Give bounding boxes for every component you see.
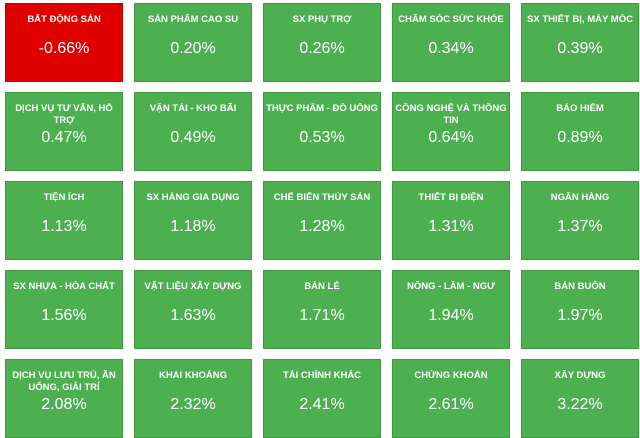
sector-change: 0.64% <box>428 129 474 146</box>
sector-change: 1.94% <box>428 307 474 324</box>
sector-name: VẬN TẢI - KHO BÃI <box>149 103 237 114</box>
sector-tile[interactable]: KHAI KHOÁNG 2.32% <box>134 359 252 438</box>
sector-tile[interactable]: THIẾT BỊ ĐIỆN 1.31% <box>392 181 510 260</box>
sector-change: 0.49% <box>170 129 216 146</box>
sector-tile[interactable]: CHỨNG KHOÁN 2.61% <box>392 359 510 438</box>
sector-name: CÔNG NGHỆ VÀ THÔNG TIN <box>395 103 507 126</box>
sector-tile[interactable]: CHĂM SÓC SỨC KHỎE 0.34% <box>392 3 510 82</box>
sector-change: 1.71% <box>299 307 345 324</box>
sector-change: 1.18% <box>170 218 216 235</box>
sector-change: 0.47% <box>41 129 87 146</box>
sector-change: 0.26% <box>299 40 345 57</box>
sector-change: 1.37% <box>557 218 603 235</box>
sector-change: 0.39% <box>557 40 603 57</box>
sector-change: 2.32% <box>170 396 216 413</box>
sector-name: BẤT ĐỘNG SẢN <box>27 14 101 25</box>
sector-tile[interactable]: CHẾ BIẾN THỦY SẢN 1.28% <box>263 181 381 260</box>
sector-tile[interactable]: SX HÀNG GIA DỤNG 1.18% <box>134 181 252 260</box>
sector-tile[interactable]: DỊCH VỤ TƯ VẤN, HỖ TRỢ 0.47% <box>5 92 123 171</box>
sector-tile[interactable]: TÀI CHÍNH KHÁC 2.41% <box>263 359 381 438</box>
sector-tile[interactable]: BÁN LẺ 1.71% <box>263 270 381 349</box>
sector-tile[interactable]: CÔNG NGHỆ VÀ THÔNG TIN 0.64% <box>392 92 510 171</box>
sector-change: 0.34% <box>428 40 474 57</box>
sector-change: 1.63% <box>170 307 216 324</box>
sector-name: SX THIẾT BỊ, MÁY MÓC <box>527 14 633 25</box>
sector-name: DỊCH VỤ TƯ VẤN, HỖ TRỢ <box>15 103 113 126</box>
sector-name: SX PHỤ TRỢ <box>292 14 352 25</box>
sector-change: 1.56% <box>41 307 87 324</box>
sector-tile[interactable]: TIỆN ÍCH 1.13% <box>5 181 123 260</box>
sector-name: THỰC PHẨM - ĐỒ UỐNG <box>266 103 378 114</box>
sector-change: 1.28% <box>299 218 345 235</box>
sector-tile[interactable]: SX PHỤ TRỢ 0.26% <box>263 3 381 82</box>
sector-name: CHỨNG KHOÁN <box>414 370 488 381</box>
sector-tile[interactable]: THỰC PHẨM - ĐỒ UỐNG 0.53% <box>263 92 381 171</box>
sector-heatmap-grid: BẤT ĐỘNG SẢN -0.66% SẢN PHẨM CAO SU 0.20% … <box>5 3 639 438</box>
sector-change: 1.97% <box>557 307 603 324</box>
sector-name: KHAI KHOÁNG <box>158 370 228 381</box>
sector-change: 0.20% <box>170 40 216 57</box>
sector-name: NGÂN HÀNG <box>550 192 610 203</box>
sector-change: 3.22% <box>557 396 603 413</box>
sector-name: TIỆN ÍCH <box>43 192 85 203</box>
sector-name: BÁN LẺ <box>304 281 340 292</box>
sector-name: SX NHỰA - HÓA CHẤT <box>13 281 115 292</box>
sector-tile[interactable]: VẬN TẢI - KHO BÃI 0.49% <box>134 92 252 171</box>
sector-name: DỊCH VỤ LƯU TRÚ, ĂN UỐNG, GIẢI TRÍ <box>12 370 116 393</box>
sector-name: BÁN BUÔN <box>554 281 606 292</box>
sector-tile[interactable]: DỊCH VỤ LƯU TRÚ, ĂN UỐNG, GIẢI TRÍ 2.08% <box>5 359 123 438</box>
sector-name: TÀI CHÍNH KHÁC <box>282 370 362 381</box>
sector-change: 2.08% <box>41 396 87 413</box>
sector-tile[interactable]: SX THIẾT BỊ, MÁY MÓC 0.39% <box>521 3 639 82</box>
sector-tile[interactable]: NGÂN HÀNG 1.37% <box>521 181 639 260</box>
sector-change: 2.41% <box>299 396 345 413</box>
sector-tile[interactable]: NÔNG - LÂM - NGƯ 1.94% <box>392 270 510 349</box>
sector-change: -0.66% <box>38 40 90 57</box>
sector-tile[interactable]: XÂY DỰNG 3.22% <box>521 359 639 438</box>
sector-change: 0.53% <box>299 129 345 146</box>
sector-tile[interactable]: BẢO HIỂM 0.89% <box>521 92 639 171</box>
sector-tile[interactable]: BẤT ĐỘNG SẢN -0.66% <box>5 3 123 82</box>
sector-name: NÔNG - LÂM - NGƯ <box>406 281 496 292</box>
sector-name: VẬT LIỆU XÂY DỰNG <box>144 281 242 292</box>
sector-tile[interactable]: BÁN BUÔN 1.97% <box>521 270 639 349</box>
sector-name: SẢN PHẨM CAO SU <box>147 14 239 25</box>
sector-change: 1.31% <box>428 218 474 235</box>
sector-name: SX HÀNG GIA DỤNG <box>146 192 240 203</box>
sector-tile[interactable]: SẢN PHẨM CAO SU 0.20% <box>134 3 252 82</box>
sector-name: BẢO HIỂM <box>556 103 604 114</box>
sector-change: 2.61% <box>428 396 474 413</box>
sector-tile[interactable]: VẬT LIỆU XÂY DỰNG 1.63% <box>134 270 252 349</box>
sector-change: 0.89% <box>557 129 603 146</box>
sector-name: CHĂM SÓC SỨC KHỎE <box>398 14 504 25</box>
sector-change: 1.13% <box>41 218 87 235</box>
sector-tile[interactable]: SX NHỰA - HÓA CHẤT 1.56% <box>5 270 123 349</box>
sector-name: CHẾ BIẾN THỦY SẢN <box>273 192 371 203</box>
sector-name: XÂY DỰNG <box>554 370 606 381</box>
sector-name: THIẾT BỊ ĐIỆN <box>418 192 484 203</box>
